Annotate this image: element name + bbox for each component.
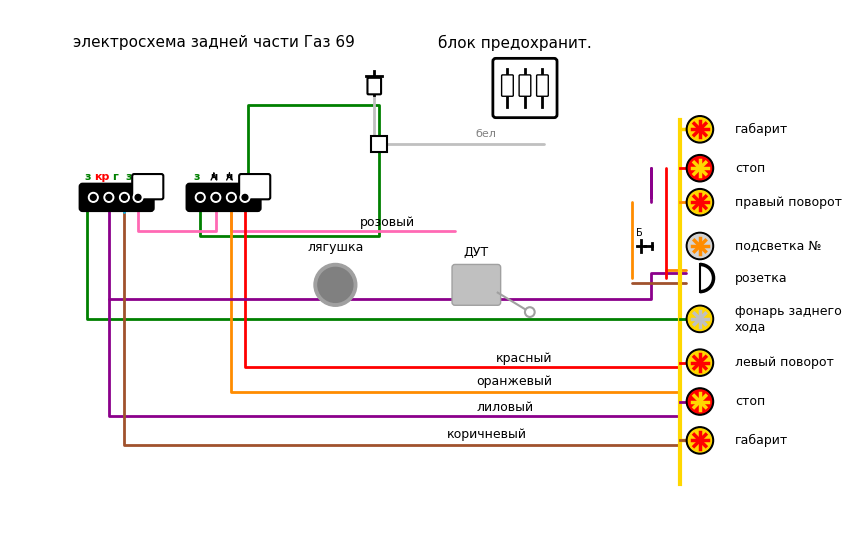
Circle shape <box>104 193 114 202</box>
Text: правый поворот: правый поворот <box>735 196 842 209</box>
FancyBboxPatch shape <box>133 174 164 199</box>
Text: электросхема задней части Газ 69: электросхема задней части Газ 69 <box>73 35 355 50</box>
Circle shape <box>211 193 220 202</box>
FancyBboxPatch shape <box>519 75 530 96</box>
Circle shape <box>688 429 711 452</box>
Circle shape <box>106 194 112 200</box>
Text: 1: 1 <box>144 180 152 193</box>
Circle shape <box>226 193 236 202</box>
Circle shape <box>688 190 711 214</box>
FancyBboxPatch shape <box>536 75 548 96</box>
Text: блок предохранит.: блок предохранит. <box>438 35 592 51</box>
Circle shape <box>120 193 129 202</box>
Circle shape <box>121 194 127 200</box>
Text: стоп: стоп <box>735 162 765 175</box>
Circle shape <box>195 193 205 202</box>
FancyBboxPatch shape <box>502 75 513 96</box>
Circle shape <box>698 200 702 204</box>
Text: 2: 2 <box>251 180 258 193</box>
FancyBboxPatch shape <box>239 174 270 199</box>
Circle shape <box>686 116 714 143</box>
Text: стоп: стоп <box>735 395 765 408</box>
Circle shape <box>197 194 203 200</box>
FancyBboxPatch shape <box>492 58 557 118</box>
Text: подсветка №: подсветка № <box>735 240 821 253</box>
Text: з: з <box>193 172 200 182</box>
Circle shape <box>133 193 143 202</box>
Text: фонарь заднего
хода: фонарь заднего хода <box>735 305 842 333</box>
Text: ч: ч <box>226 172 233 182</box>
Text: розетка: розетка <box>735 272 788 284</box>
Circle shape <box>213 194 219 200</box>
FancyBboxPatch shape <box>81 185 152 210</box>
Circle shape <box>686 349 714 376</box>
Text: лягушка: лягушка <box>307 241 363 254</box>
Circle shape <box>698 438 702 442</box>
Text: красный: красный <box>496 352 552 365</box>
Circle shape <box>318 267 353 302</box>
Text: ч: ч <box>210 172 218 182</box>
Text: габарит: габарит <box>735 434 788 447</box>
Text: оранжевый: оранжевый <box>476 375 553 388</box>
Circle shape <box>698 361 702 365</box>
Circle shape <box>686 305 714 333</box>
Circle shape <box>242 194 248 200</box>
Text: бел: бел <box>475 129 497 139</box>
Circle shape <box>314 263 356 306</box>
Text: розовый: розовый <box>360 216 415 228</box>
Circle shape <box>686 427 714 454</box>
Circle shape <box>698 399 702 404</box>
Circle shape <box>698 166 702 170</box>
Circle shape <box>697 243 703 249</box>
Circle shape <box>697 316 703 322</box>
Text: Б: Б <box>636 228 643 238</box>
Text: г: г <box>112 172 118 182</box>
Bar <box>371 136 387 152</box>
Circle shape <box>686 189 714 216</box>
Circle shape <box>90 194 96 200</box>
Text: лиловый: лиловый <box>476 401 534 414</box>
Circle shape <box>688 307 711 330</box>
Text: коричневый: коричневый <box>447 428 527 441</box>
Text: левый поворот: левый поворот <box>735 356 833 369</box>
Circle shape <box>688 157 711 180</box>
Text: з: з <box>84 172 90 182</box>
FancyBboxPatch shape <box>188 185 259 210</box>
Circle shape <box>688 118 711 141</box>
Text: габарит: габарит <box>735 123 788 136</box>
FancyBboxPatch shape <box>368 78 381 94</box>
Circle shape <box>688 234 711 258</box>
Circle shape <box>688 390 711 413</box>
FancyBboxPatch shape <box>452 264 500 305</box>
Circle shape <box>89 193 98 202</box>
Circle shape <box>698 127 702 132</box>
Text: з: з <box>125 172 132 182</box>
Circle shape <box>688 351 711 374</box>
Circle shape <box>686 232 714 260</box>
Circle shape <box>686 388 714 415</box>
Circle shape <box>686 155 714 182</box>
Circle shape <box>240 193 250 202</box>
Circle shape <box>228 194 234 200</box>
Text: ДУТ: ДУТ <box>464 246 489 259</box>
Text: кр: кр <box>95 172 109 182</box>
Circle shape <box>135 194 141 200</box>
